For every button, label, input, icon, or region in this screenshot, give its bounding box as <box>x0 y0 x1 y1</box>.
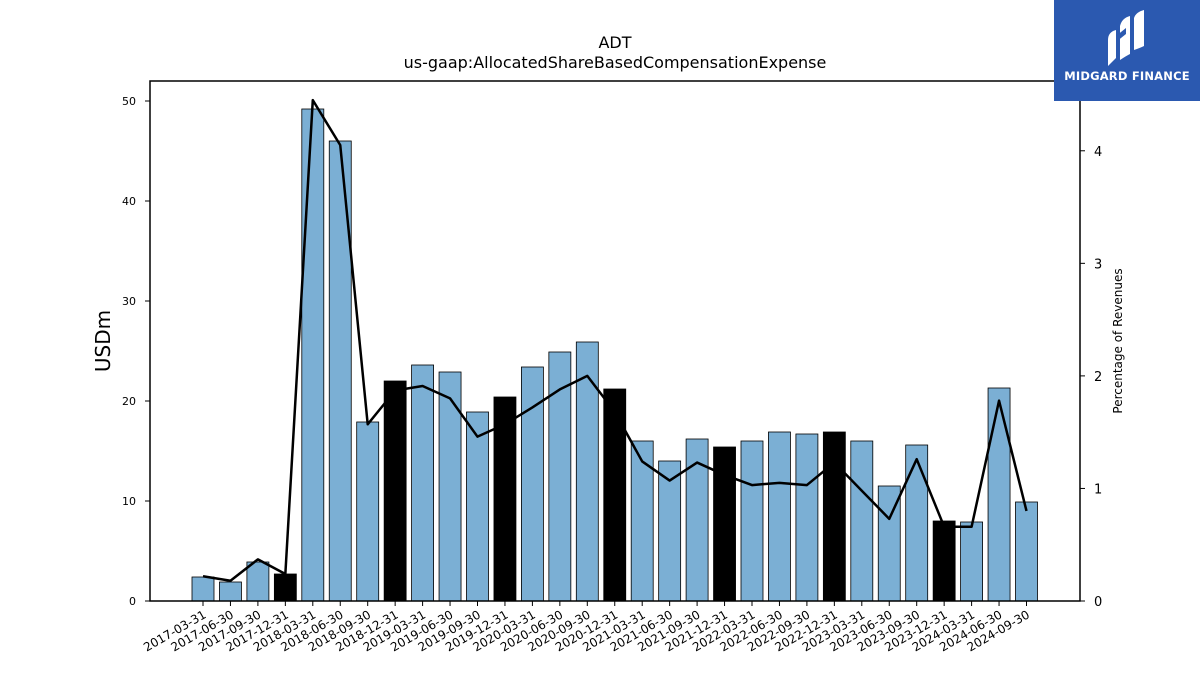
bar-2019-09-30 <box>466 411 489 602</box>
bar-2017-12-31 <box>273 573 297 602</box>
bar-2024-06-30 <box>987 387 1011 602</box>
y-axis-right: 0 1 2 3 4 <box>1080 145 1102 610</box>
y2-axis-label: Percentage of Revenues <box>1111 268 1125 413</box>
bar-2023-09-30 <box>905 444 929 602</box>
bar-2018-03-31 <box>301 108 325 602</box>
y2-tick-label: 2 <box>1094 370 1102 385</box>
y-tick-label: 50 <box>122 95 136 108</box>
y2-tick-label: 1 <box>1094 482 1102 497</box>
chart-subtitle: us-gaap:AllocatedShareBasedCompensationE… <box>404 53 827 72</box>
midgard-logo-icon <box>1108 10 1144 66</box>
bar-2018-12-31 <box>383 380 407 602</box>
bar-2021-06-30 <box>658 460 682 602</box>
midgard-logo: MIDGARD FINANCE <box>1054 0 1200 101</box>
bar-2022-12-31 <box>822 431 846 602</box>
bar-2022-03-31 <box>740 440 764 602</box>
y-tick-label: 40 <box>122 195 136 208</box>
chart-title: ADT <box>598 33 631 52</box>
y-axis-left: 0 10 20 30 40 50 <box>122 95 150 608</box>
x-axis: 2017-03-312017-06-302017-09-302017-12-31… <box>141 601 1032 654</box>
bar-2022-06-30 <box>768 431 791 602</box>
bar-2024-09-30 <box>1015 501 1038 602</box>
bar-series <box>191 108 1038 602</box>
bar-2023-12-31 <box>932 520 956 602</box>
y-tick-label: 20 <box>122 395 136 408</box>
logo-text: MIDGARD FINANCE <box>1064 69 1190 83</box>
y-tick-label: 30 <box>122 295 136 308</box>
bar-2023-03-31 <box>850 440 874 602</box>
y-tick-label: 10 <box>122 495 136 508</box>
bar-2020-12-31 <box>603 388 627 602</box>
bar-2019-03-31 <box>411 364 435 602</box>
bar-2017-03-31 <box>191 576 215 602</box>
bar-2018-09-30 <box>356 421 380 602</box>
bar-2017-06-30 <box>219 581 242 602</box>
y-tick-label: 0 <box>129 595 136 608</box>
percentage-line-series <box>202 98 1028 582</box>
y-axis-label: USDm <box>91 310 115 372</box>
bar-2019-06-30 <box>438 371 462 602</box>
y2-tick-label: 0 <box>1094 595 1102 610</box>
percentage-line <box>202 98 1028 582</box>
bar-2021-03-31 <box>630 440 654 602</box>
bar-2017-09-30 <box>246 561 270 602</box>
y2-tick-label: 3 <box>1094 257 1102 272</box>
bar-2024-03-31 <box>960 521 983 602</box>
bar-2018-06-30 <box>328 140 352 602</box>
y2-tick-label: 4 <box>1094 145 1102 160</box>
bar-2022-09-30 <box>795 433 819 602</box>
